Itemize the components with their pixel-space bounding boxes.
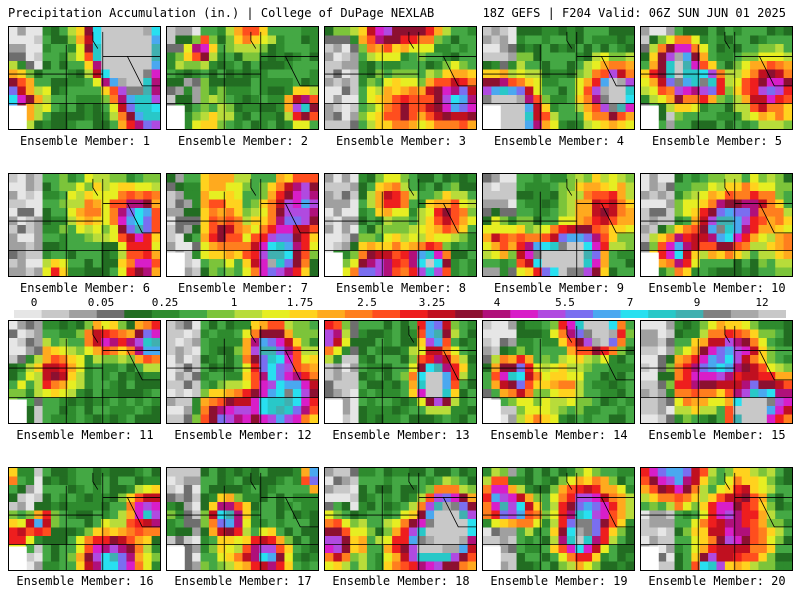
colorbar-segment xyxy=(151,310,180,318)
colorbar-tick-label: 0 xyxy=(30,296,38,309)
member-map-8 xyxy=(324,173,477,277)
colorbar-segment xyxy=(537,310,566,318)
colorbar-tick-label: 1.75 xyxy=(286,296,314,309)
member-caption-15: Ensemble Member: 15 xyxy=(648,428,786,442)
colorbar-segment xyxy=(317,310,346,318)
colorbar-segment xyxy=(262,310,291,318)
colorbar-segment xyxy=(703,310,732,318)
member-map-18 xyxy=(324,467,477,571)
member-caption-20: Ensemble Member: 20 xyxy=(648,574,786,588)
member-caption-8: Ensemble Member: 8 xyxy=(335,281,467,295)
member-map-12 xyxy=(166,320,319,424)
colorbar-tick-label: 2.5 xyxy=(357,296,377,309)
member-caption-19: Ensemble Member: 19 xyxy=(490,574,628,588)
member-map-2 xyxy=(166,26,319,130)
member-map-17 xyxy=(166,467,319,571)
colorbar-segment xyxy=(620,310,649,318)
member-map-4 xyxy=(482,26,635,130)
member-map-10 xyxy=(640,173,793,277)
colorbar-tick-label: 1 xyxy=(230,296,238,309)
member-map-13 xyxy=(324,320,477,424)
colorbar-segment xyxy=(758,310,786,318)
colorbar-segment xyxy=(289,310,318,318)
colorbar-tick-label: 4 xyxy=(493,296,501,309)
member-caption-9: Ensemble Member: 9 xyxy=(493,281,625,295)
member-caption-12: Ensemble Member: 12 xyxy=(174,428,312,442)
member-caption-18: Ensemble Member: 18 xyxy=(332,574,470,588)
member-map-19 xyxy=(482,467,635,571)
colorbar-segment xyxy=(455,310,484,318)
colorbar-segment xyxy=(427,310,456,318)
member-caption-7: Ensemble Member: 7 xyxy=(177,281,309,295)
colorbar-segment xyxy=(400,310,428,318)
member-caption-13: Ensemble Member: 13 xyxy=(332,428,470,442)
colorbar-tick-label: 9 xyxy=(693,296,701,309)
colorbar-tick-label: 5.5 xyxy=(555,296,575,309)
member-map-14 xyxy=(482,320,635,424)
member-caption-10: Ensemble Member: 10 xyxy=(648,281,786,295)
colorbar-segment xyxy=(510,310,539,318)
colorbar-segment xyxy=(730,310,759,318)
member-caption-3: Ensemble Member: 3 xyxy=(335,134,467,148)
member-map-3 xyxy=(324,26,477,130)
colorbar-segment xyxy=(124,310,153,318)
member-map-16 xyxy=(8,467,161,571)
colorbar-segment xyxy=(565,310,594,318)
colorbar-tick-label: 0.05 xyxy=(87,296,115,309)
member-map-9 xyxy=(482,173,635,277)
member-caption-6: Ensemble Member: 6 xyxy=(19,281,151,295)
colorbar-segment xyxy=(482,310,511,318)
colorbar-segment xyxy=(207,310,235,318)
member-caption-11: Ensemble Member: 11 xyxy=(16,428,154,442)
colorbar-segment xyxy=(593,310,621,318)
colorbar-tick-label: 12 xyxy=(755,296,769,309)
colorbar-segment xyxy=(179,310,208,318)
member-caption-1: Ensemble Member: 1 xyxy=(19,134,151,148)
colorbar-segment xyxy=(648,310,677,318)
colorbar-tick-label: 7 xyxy=(626,296,634,309)
member-caption-14: Ensemble Member: 14 xyxy=(490,428,628,442)
member-map-11 xyxy=(8,320,161,424)
member-caption-5: Ensemble Member: 5 xyxy=(651,134,783,148)
member-map-20 xyxy=(640,467,793,571)
member-caption-17: Ensemble Member: 17 xyxy=(174,574,312,588)
colorbar-segment xyxy=(14,310,42,318)
map-title: Precipitation Accumulation (in.) | Colle… xyxy=(8,6,435,20)
precip-colorbar xyxy=(14,310,786,318)
colorbar-segment xyxy=(234,310,263,318)
member-map-6 xyxy=(8,173,161,277)
member-map-7 xyxy=(166,173,319,277)
member-caption-16: Ensemble Member: 16 xyxy=(16,574,154,588)
colorbar-segment xyxy=(96,310,125,318)
colorbar-segment xyxy=(675,310,704,318)
member-caption-4: Ensemble Member: 4 xyxy=(493,134,625,148)
colorbar-tick-label: 0.25 xyxy=(151,296,179,309)
member-map-15 xyxy=(640,320,793,424)
colorbar-segment xyxy=(344,310,373,318)
colorbar-tick-label: 3.25 xyxy=(418,296,446,309)
member-map-5 xyxy=(640,26,793,130)
colorbar-segment xyxy=(372,310,401,318)
colorbar-segment xyxy=(69,310,98,318)
member-map-1 xyxy=(8,26,161,130)
colorbar-segment xyxy=(41,310,70,318)
run-info: 18Z GEFS | F204 Valid: 06Z SUN JUN 01 20… xyxy=(482,6,786,20)
member-caption-2: Ensemble Member: 2 xyxy=(177,134,309,148)
